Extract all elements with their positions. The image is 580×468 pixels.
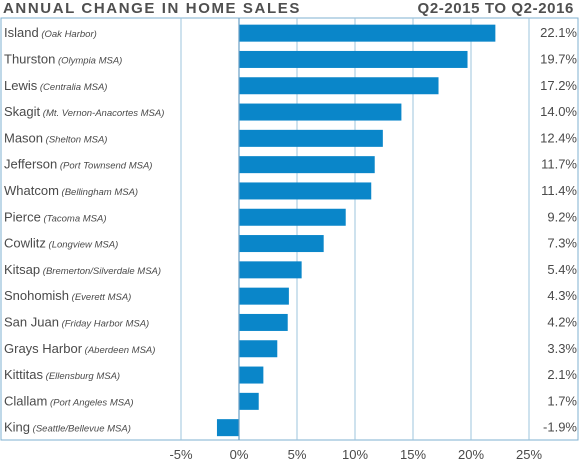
bar — [239, 182, 372, 200]
value-label: 4.3% — [547, 288, 577, 303]
category-name: Mason — [4, 130, 43, 145]
category-label: Lewis (Centralia MSA) — [4, 78, 107, 93]
bar — [239, 392, 259, 410]
category-name: Lewis — [4, 78, 38, 93]
x-tick-label: 20% — [458, 447, 484, 462]
category-name: Cowlitz — [4, 236, 46, 251]
value-label: 3.3% — [547, 341, 577, 356]
bar — [239, 287, 289, 305]
category-label: Jefferson (Port Townsend MSA) — [4, 157, 152, 172]
category-name: King — [4, 420, 30, 435]
category-sublabel: (Port Angeles MSA) — [47, 397, 133, 408]
x-tick-label: 0% — [230, 447, 249, 462]
category-sublabel: (Friday Harbor MSA) — [59, 318, 149, 329]
category-name: Island — [4, 25, 39, 40]
category-sublabel: (Ellensburg MSA) — [43, 371, 120, 382]
x-tick-label: 25% — [516, 447, 542, 462]
category-name: Jefferson — [4, 157, 57, 172]
bar — [239, 340, 278, 358]
value-label: 17.2% — [540, 78, 577, 93]
bar — [239, 50, 468, 68]
x-tick-label: 10% — [342, 447, 368, 462]
category-label: Island (Oak Harbor) — [4, 25, 97, 40]
value-label: 11.7% — [541, 157, 577, 172]
category-sublabel: (Olympia MSA) — [55, 55, 122, 66]
category-name: Snohomish — [4, 288, 69, 303]
bar — [239, 24, 496, 42]
category-sublabel: (Longview MSA) — [46, 240, 118, 251]
bar — [216, 419, 239, 437]
category-label: Skagit (Mt. Vernon-Anacortes MSA) — [4, 104, 164, 119]
category-label: Mason (Shelton MSA) — [4, 130, 107, 145]
chart-title: ANNUAL CHANGE IN HOME SALES — [3, 0, 301, 17]
bar — [239, 261, 302, 279]
value-label: 7.3% — [547, 236, 577, 251]
value-label: 5.4% — [547, 262, 577, 277]
category-label: Kitsap (Bremerton/Silverdale MSA) — [4, 262, 161, 277]
value-label: 9.2% — [547, 209, 577, 224]
category-name: Kitsap — [4, 262, 40, 277]
value-label: 12.4% — [540, 130, 577, 145]
bar — [239, 77, 439, 95]
category-label: Clallam (Port Angeles MSA) — [4, 393, 134, 408]
x-tick-label: -5% — [169, 447, 193, 462]
bar — [239, 103, 402, 121]
category-sublabel: (Oak Harbor) — [39, 29, 97, 40]
value-label: 22.1% — [540, 25, 577, 40]
category-label: San Juan (Friday Harbor MSA) — [4, 314, 149, 329]
category-sublabel: (Mt. Vernon-Anacortes MSA) — [40, 108, 164, 119]
category-sublabel: (Centralia MSA) — [37, 82, 107, 93]
category-name: Clallam — [4, 393, 47, 408]
category-label: Whatcom (Bellingham MSA) — [4, 183, 138, 198]
category-sublabel: (Tacoma MSA) — [41, 213, 107, 224]
category-label: Cowlitz (Longview MSA) — [4, 236, 118, 251]
bar — [239, 129, 383, 147]
value-label: -1.9% — [543, 420, 577, 435]
category-label: Kittitas (Ellensburg MSA) — [4, 367, 120, 382]
x-tick-label: 5% — [288, 447, 307, 462]
bar — [239, 156, 375, 174]
category-name: Pierce — [4, 209, 41, 224]
bar — [239, 235, 324, 253]
category-label: Thurston (Olympia MSA) — [4, 51, 122, 66]
category-label: Snohomish (Everett MSA) — [4, 288, 131, 303]
category-sublabel: (Everett MSA) — [69, 292, 131, 303]
category-name: Grays Harbor — [4, 341, 83, 356]
category-label: Grays Harbor (Aberdeen MSA) — [4, 341, 155, 356]
bar — [239, 208, 346, 226]
category-name: San Juan — [4, 314, 59, 329]
value-label: 11.4% — [541, 183, 577, 198]
value-label: 1.7% — [547, 393, 577, 408]
category-sublabel: (Bellingham MSA) — [59, 187, 138, 198]
category-name: Skagit — [4, 104, 41, 119]
value-label: 4.2% — [547, 314, 577, 329]
category-name: Kittitas — [4, 367, 44, 382]
category-sublabel: (Seattle/Bellevue MSA) — [30, 424, 131, 435]
category-sublabel: (Port Townsend MSA) — [57, 161, 152, 172]
chart-subtitle: Q2-2015 TO Q2-2016 — [417, 0, 574, 17]
category-name: Thurston — [4, 51, 55, 66]
value-label: 19.7% — [540, 51, 577, 66]
category-name: Whatcom — [4, 183, 59, 198]
x-tick-label: 15% — [400, 447, 426, 462]
value-label: 14.0% — [540, 104, 577, 119]
category-sublabel: (Shelton MSA) — [43, 134, 107, 145]
bar — [239, 313, 288, 331]
category-sublabel: (Aberdeen MSA) — [82, 345, 155, 356]
plot-border — [0, 17, 579, 441]
category-sublabel: (Bremerton/Silverdale MSA) — [40, 266, 161, 277]
bar — [239, 366, 264, 384]
category-label: King (Seattle/Bellevue MSA) — [4, 420, 131, 435]
category-label: Pierce (Tacoma MSA) — [4, 209, 107, 224]
value-label: 2.1% — [547, 367, 577, 382]
